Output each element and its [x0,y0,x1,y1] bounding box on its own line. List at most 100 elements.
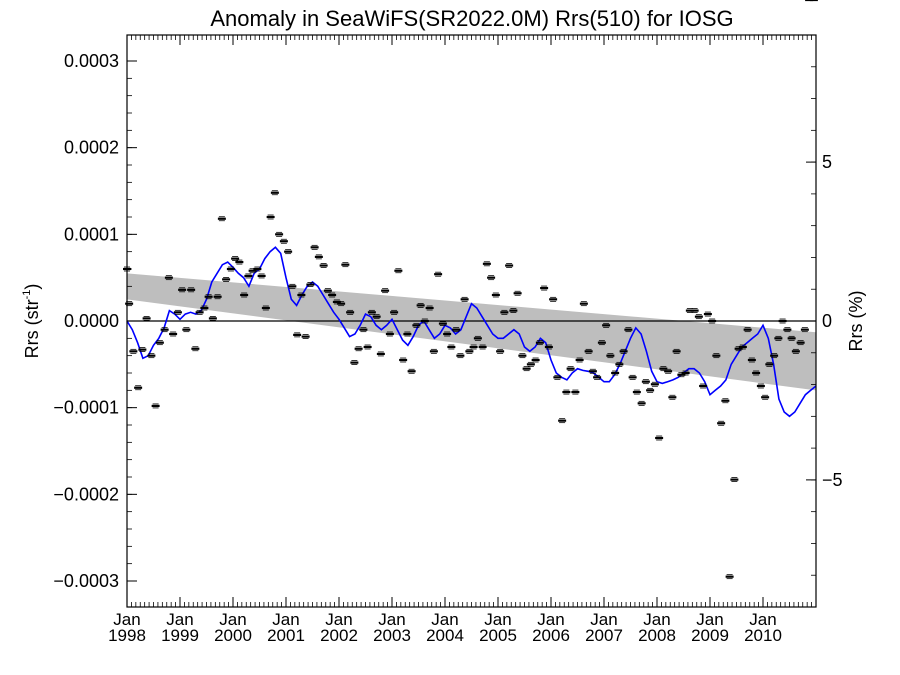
y-tick-label: 0.0003 [64,51,119,71]
data-point [482,261,491,267]
data-point [341,262,350,268]
data-point [738,344,747,350]
x-tick-label-month: Jan [166,610,193,629]
data-point [646,387,655,393]
x-tick-label-year: 1999 [161,626,199,645]
data-point [796,340,805,346]
trend-band [127,273,816,391]
data-point [129,348,138,354]
data-point [575,357,584,363]
data-point [270,190,279,196]
data-point [478,344,487,350]
data-point [337,301,346,307]
data-point [628,374,637,380]
data-point [142,315,151,321]
data-point [160,327,169,333]
smooth-line-layer [126,246,817,418]
trend-band-layer [127,273,816,391]
data-point [412,322,421,328]
smooth-series-line [126,246,817,418]
data-point [390,309,399,315]
data-point [544,344,553,350]
data-point [147,353,156,359]
data-point [752,370,761,376]
data-point [526,361,535,367]
y-tick-label: −0.0001 [53,398,119,418]
data-point [522,366,531,372]
data-point [191,346,200,352]
data-point [350,360,359,366]
data-point [306,282,315,288]
data-point [204,294,213,300]
data-point [505,263,514,268]
x-axis: Jan1998Jan1999Jan2000Jan2001Jan2002Jan20… [108,35,812,645]
data-point [261,305,270,311]
x-tick-label-year: 2005 [479,626,517,645]
y2-tick-label: 0 [822,311,832,331]
x-tick-label-year: 2006 [532,626,570,645]
data-point [664,368,673,374]
data-point [791,348,800,354]
data-point [420,318,429,324]
data-point [359,327,368,333]
y-axis-title: Rrs (str-1) [21,284,42,359]
data-point [169,331,178,337]
data-point [637,400,646,406]
data-point [257,273,266,279]
data-point [509,308,518,314]
x-tick-label-year: 2004 [426,626,464,645]
y-tick-label: 0.0000 [64,311,119,331]
data-point [588,368,597,374]
x-tick-label-year: 2008 [638,626,676,645]
x-tick-label-month: Jan [643,610,670,629]
data-point [173,309,182,315]
data-point [155,340,164,346]
points-layer [123,0,818,580]
data-point [443,331,452,337]
data-point [787,335,796,341]
x-tick-label-year: 2001 [267,626,305,645]
data-point [381,288,390,294]
data-point [447,344,456,350]
data-point [593,374,602,380]
data-point [681,370,690,376]
data-point [690,308,699,314]
x-tick-label-year: 2000 [214,626,252,645]
data-point [460,296,469,302]
data-point [213,294,222,300]
data-point [275,231,284,237]
y2-tick-label: 5 [822,152,832,172]
y-tick-label: −0.0003 [53,571,119,591]
x-tick-label-month: Jan [272,610,299,629]
data-point [182,327,191,333]
data-point [641,379,650,385]
data-point [703,311,712,317]
x-tick-label-year: 2009 [691,626,729,645]
data-point [434,271,443,277]
x-tick-label-year: 2010 [744,626,782,645]
data-point [513,290,522,296]
data-point [694,314,703,320]
data-point [226,266,235,272]
x-tick-label-month: Jan [325,610,352,629]
data-point [778,318,787,324]
data-point [301,334,310,340]
data-point [540,285,549,291]
data-point [518,353,527,359]
data-point [288,283,297,289]
data-point [244,273,253,279]
data-point [668,394,677,400]
data-point [721,398,730,404]
data-point [606,353,615,359]
data-point [429,348,438,354]
data-point [293,332,302,338]
y-axis-title-sup: -1 [21,290,33,300]
data-point [266,214,275,220]
data-point [708,318,717,324]
data-point [491,292,500,298]
data-point [363,344,372,350]
chart-title: Anomaly in SeaWiFS(SR2022.0M) Rrs(510) f… [210,6,733,31]
data-point [346,309,355,315]
x-tick-label-month: Jan [431,610,458,629]
